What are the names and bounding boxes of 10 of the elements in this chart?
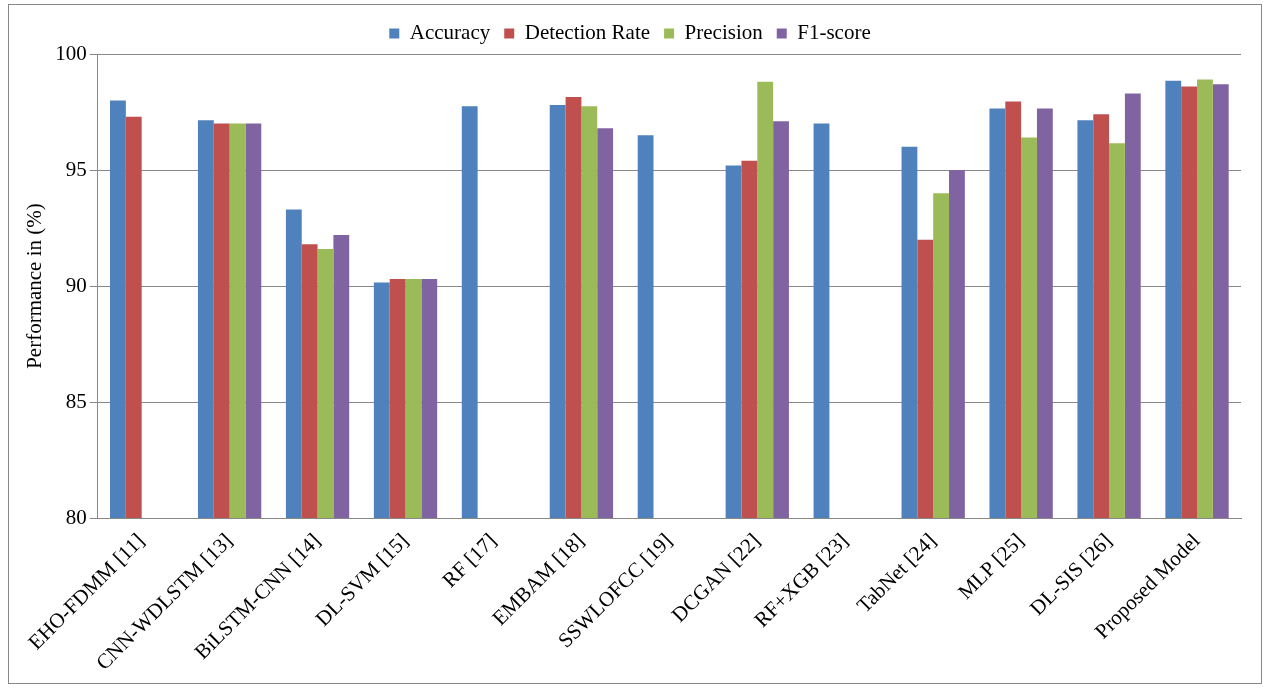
legend-label: Accuracy — [409, 20, 491, 45]
y-tick-label: 85 — [65, 388, 87, 413]
legend-label: Detection Rate — [524, 20, 651, 45]
y-tick-label: 80 — [65, 504, 87, 529]
legend-label: F1-score — [797, 20, 871, 45]
y-axis-title: Performance in (%) — [22, 203, 47, 369]
y-tick-label: 95 — [65, 156, 87, 181]
y-tick-label: 90 — [65, 272, 87, 297]
y-tick-label: 100 — [55, 40, 87, 65]
legend-label: Precision — [684, 20, 764, 45]
